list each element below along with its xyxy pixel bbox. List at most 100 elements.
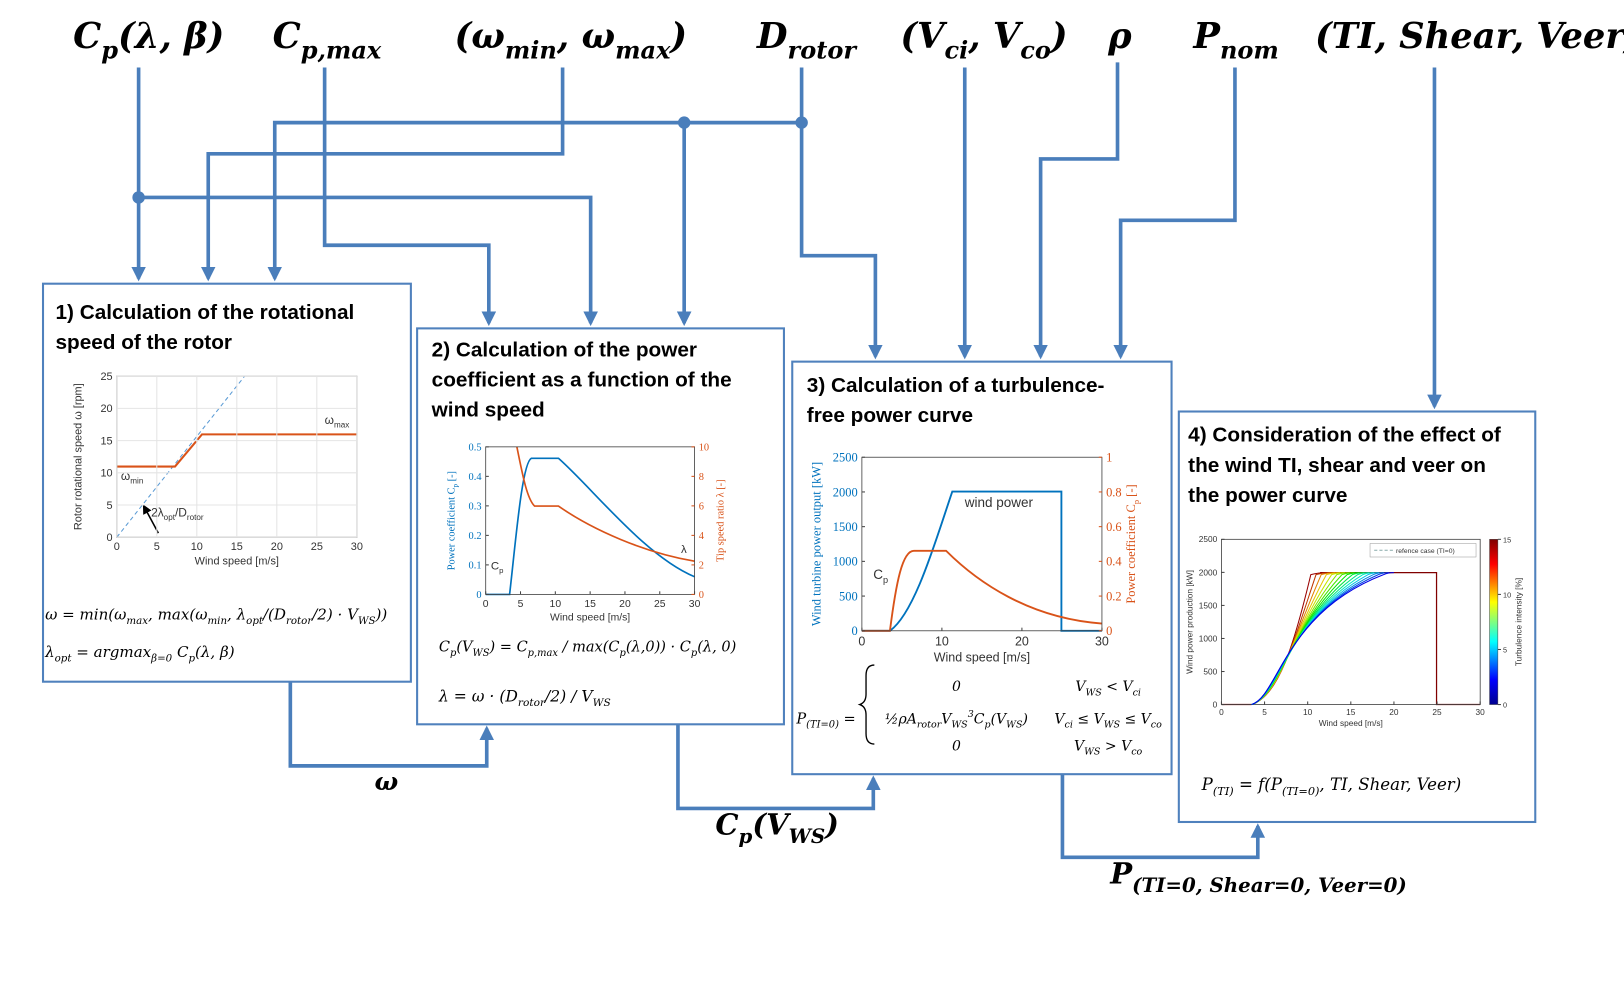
input-label-part: C [73,16,101,57]
annotation-part: λ [681,544,687,556]
equation-part: max [126,615,148,627]
y2-tick-label: 0.8 [1106,485,1122,499]
curve [516,446,695,562]
equation-part: min [207,615,227,627]
y-tick-label: 0 [476,590,481,601]
y-tick-label: 2500 [1199,534,1218,544]
y-tick-label: 0 [851,624,857,638]
x-tick-label: 15 [1346,707,1356,717]
equation: Vci ≤ VWS ≤ Vco [1054,711,1162,730]
equation: P(TI=0) = [795,711,855,730]
x-tick-label: 5 [1262,707,1267,717]
y-tick-label: 1000 [833,555,858,569]
y-tick-label: 0.4 [469,472,483,483]
equation-part: p,max [528,648,559,659]
equation-part: V [1075,679,1087,695]
annotation-part: /D [175,505,187,519]
equation-part: WS [1085,687,1102,698]
equation-part: /2) / V [543,687,594,705]
equation-part: ≤ V [1073,711,1106,727]
annotation: λ [681,544,687,556]
equation-part: , TI, Shear, Veer) [1319,775,1461,794]
output-label: Cp(VWS) [715,807,839,848]
plot-frame [861,456,1103,632]
curve [116,375,246,538]
y-axis-label-part: Wind power production [kW] [1184,570,1194,674]
y2-tick-label: 6 [699,502,704,513]
step-box [416,327,785,726]
arrow [322,67,497,327]
output-label-part: p [739,824,753,848]
y2-axis-label-part: [-] [1124,484,1138,500]
arrow [1113,67,1237,360]
y-tick-label: 5 [107,500,113,512]
step-title: wind speed [431,399,545,422]
input-label-part: (ω [455,16,505,57]
legend-box [1369,543,1477,558]
equation-part: (TI=0) [806,720,839,731]
junction [132,191,145,204]
y-tick-label: 2500 [833,451,858,465]
colorbar-tick-label: 15 [1503,535,1511,544]
input-label: Pnom [1192,16,1278,65]
step-title: free power curve [807,404,973,427]
y-tick-label: 0.1 [469,561,482,572]
equation-part: / max(C [558,640,620,656]
input-label-part: ) [668,16,687,57]
y-axis-label-part: [-] [447,471,458,484]
curve-family [1251,572,1394,706]
equation-part: WS [593,697,611,709]
y2-tick-label: 0.6 [1106,520,1122,534]
equation-part: = argmax [71,643,151,661]
pointer [142,504,160,534]
x-tick-label: 10 [550,599,562,610]
y-tick-label: 0.5 [469,442,482,453]
x-tick-label: 5 [518,599,524,610]
annotation-part: rotor [187,513,204,522]
brace [857,664,875,745]
x-tick-label: 15 [231,541,243,553]
y2-tick-label: 1 [1106,451,1112,465]
input-label: (Vci, Vco) [900,16,1067,65]
input-label: (TI, Shear, Veer) [1315,16,1624,57]
legend-label: refence case (TI=0) [1396,548,1455,555]
input-label-part: ρ [1107,16,1132,57]
x-tick-label: 10 [191,541,203,553]
input-label-part: , V [967,16,1024,57]
y-tick-label: 0.2 [469,531,482,542]
x-tick-label: 0 [114,541,120,553]
step-title: the power curve [1188,484,1347,507]
y2-tick-label: 0.4 [1106,555,1122,569]
equation-part: V [941,711,953,727]
y2-axis-label: Tip speed ratio λ [-] [716,479,727,561]
x-tick-label: 30 [1476,707,1486,717]
junction [795,116,808,129]
equation-part: WS [358,615,376,627]
x-tick-label: 30 [1095,634,1109,648]
equation-part: P [1201,775,1214,794]
equation-part: p [450,648,457,659]
equation-part: /(D [261,605,286,623]
y-tick-label: 10 [100,468,112,480]
step-title: the wind TI, shear and veer on [1188,454,1486,477]
input-label-part: (λ, β) [118,16,224,57]
y-tick-label: 2000 [1199,567,1218,577]
input-label: Cp,max [273,16,382,65]
annotation-part: 2λ [151,505,164,519]
equation-part: p [188,652,195,664]
annotation-part: opt [164,513,176,522]
equation: ω = min(ωmax, max(ωmin, λopt/(Drotor/2) … [45,605,387,627]
x-axis-label-part: Wind speed [m/s] [934,651,1030,665]
y2-axis-label-part: Tip speed ratio λ [-] [716,479,727,561]
y-tick-label: 1500 [1199,600,1218,610]
arrow [1060,774,1266,860]
step-title: 2) Calculation of the power [432,338,697,361]
equation-part: , λ [227,605,246,623]
output-label-part: ) [823,807,839,841]
x-tick-label: 15 [584,599,596,610]
step-title: 4) Consideration of the effect of [1188,424,1501,447]
equation: λ = ω · (Drotor/2) / VWS [438,687,611,709]
output-label: ω [375,767,399,796]
x-axis-label: Wind speed [m/s] [195,555,279,567]
x-axis-label: Wind speed [m/s] [550,612,630,623]
